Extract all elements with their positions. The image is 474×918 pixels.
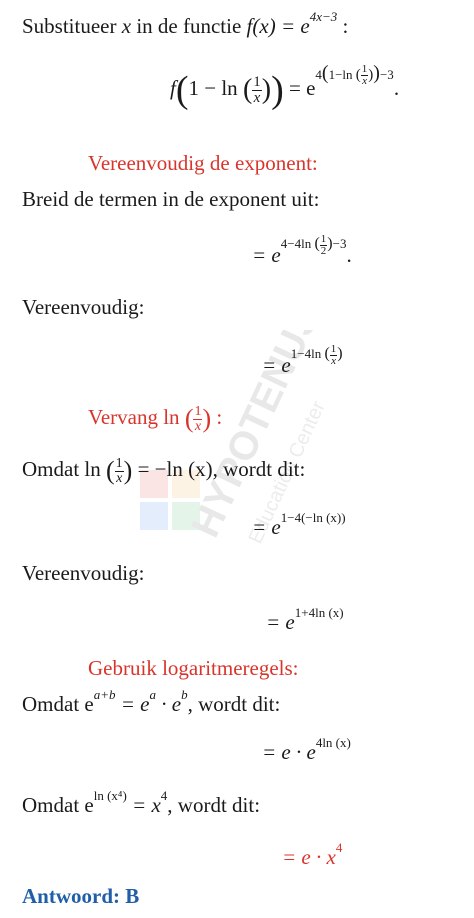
equation-expanded: = e4−4ln (1 2)−3. bbox=[252, 232, 352, 267]
equation-split: = e · e4ln (x) bbox=[262, 735, 351, 765]
omdat1-b: = −ln (x), wordt dit: bbox=[137, 456, 306, 481]
intro-label: Substitueer bbox=[22, 14, 117, 38]
eq1-equals-e: = e bbox=[289, 75, 316, 100]
var-x: x bbox=[121, 14, 132, 38]
eq1-exponent: 4(1−ln (1 x))−3 bbox=[315, 61, 394, 88]
omdat1-a: Omdat ln bbox=[22, 456, 101, 481]
eq1-f: f bbox=[170, 75, 176, 100]
eq2-pre: = e bbox=[252, 243, 281, 267]
eq5-pre: = e bbox=[266, 610, 295, 634]
intro-line: Substitueer x in de functie f(x) = e4x−3… bbox=[22, 9, 349, 39]
equation-simplified-2: = e1+4ln (x) bbox=[266, 605, 344, 635]
equation-replaced: = e1−4(−ln (x)) bbox=[252, 510, 346, 540]
text-omdat-exp-rule: Omdat ea+b = ea · eb, wordt dit: bbox=[22, 687, 281, 716]
intro-colon: : bbox=[342, 14, 349, 38]
eq6-pre: = e · e bbox=[262, 740, 316, 764]
heading-log-rules: Gebruik logaritmeregels: bbox=[88, 656, 299, 680]
eq7-pre: = e · x bbox=[282, 845, 336, 869]
intro-mid: in de functie bbox=[136, 14, 242, 38]
eq2-exponent: 4−4ln (1 2)−3 bbox=[280, 232, 347, 257]
answer-label: Antwoord: B bbox=[22, 884, 140, 908]
heading2-text: Vervang ln bbox=[88, 404, 180, 429]
eq7-exponent: 4 bbox=[335, 840, 343, 855]
eq3-exponent: 1−4ln (1 x) bbox=[290, 342, 343, 367]
eq6-exponent: 4ln (x) bbox=[315, 735, 351, 750]
equation-substitution: f(1 − ln (1 x)) = e4(1−ln (1 x))−3. bbox=[170, 61, 400, 111]
equation-simplified-1: = e1−4ln (1 x) bbox=[262, 343, 343, 381]
text-omdat-ln-x4: Omdat eln (x⁴) = x4, wordt dit: bbox=[22, 788, 261, 817]
text-simplify-2: Vereenvoudig: bbox=[22, 561, 145, 585]
eq4-pre: = e bbox=[252, 515, 281, 539]
heading-simplify-exponent: Vereenvoudig de exponent: bbox=[88, 151, 318, 175]
function-exp: 4x−3 bbox=[309, 9, 338, 24]
eq1-inner: 1 − ln bbox=[188, 75, 238, 100]
eq3-pre: = e bbox=[262, 353, 291, 377]
text-expand: Breid de termen in de exponent uit: bbox=[22, 187, 320, 211]
equation-result: = e · x4 bbox=[282, 840, 342, 870]
eq5-exponent: 1+4ln (x) bbox=[294, 605, 344, 620]
heading-replace-ln: Vervang ln (1 x) : bbox=[88, 403, 223, 434]
text-simplify-1: Vereenvoudig: bbox=[22, 295, 145, 319]
text-omdat-ln: Omdat ln (1 x) = −ln (x), wordt dit: bbox=[22, 455, 306, 486]
function-def: f(x) = e bbox=[246, 14, 310, 38]
eq4-exponent: 1−4(−ln (x)) bbox=[280, 510, 346, 525]
